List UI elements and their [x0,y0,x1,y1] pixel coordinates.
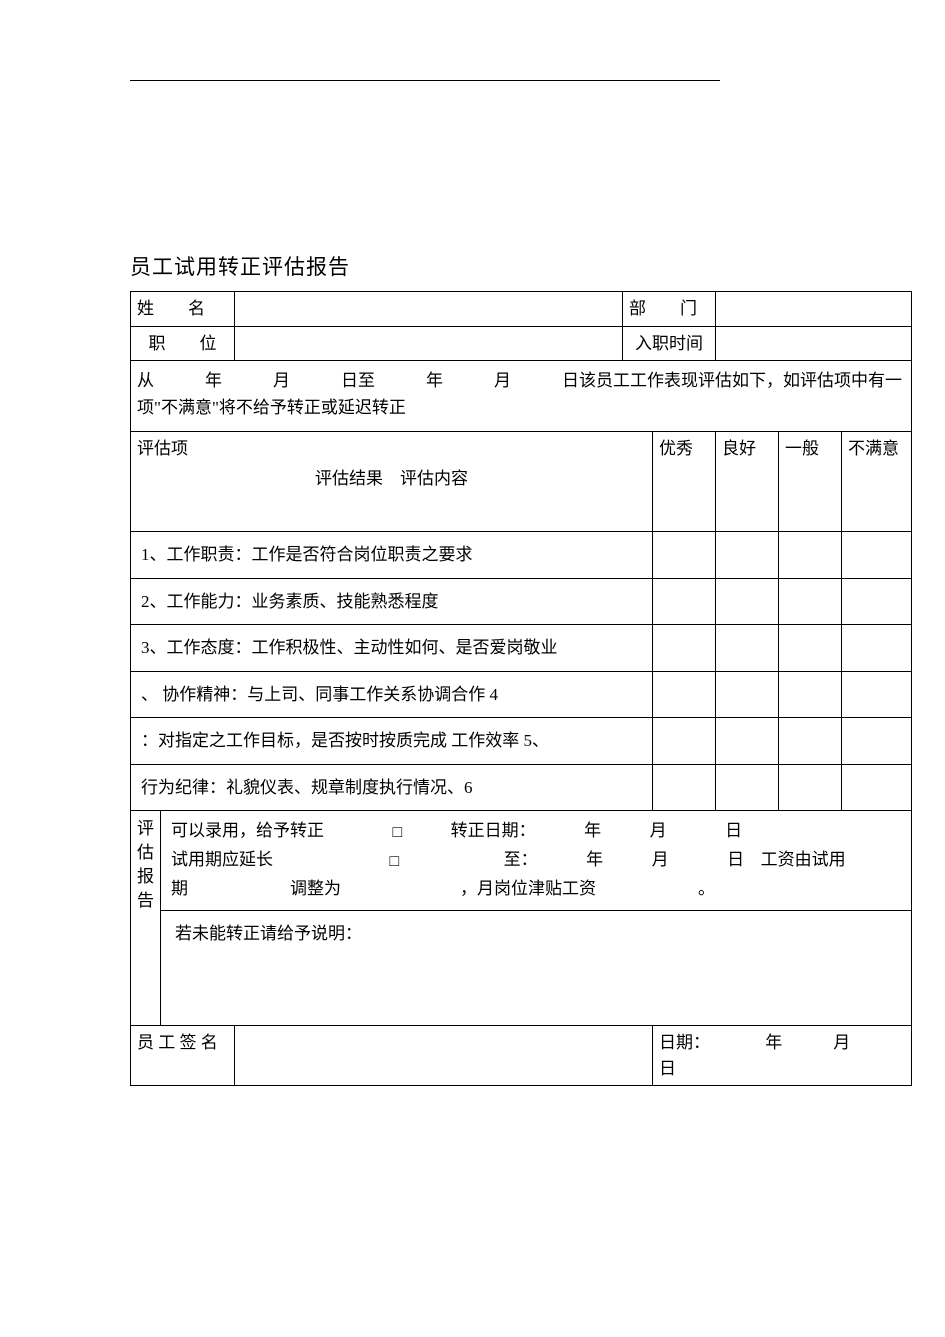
explain-cell[interactable]: 若未能转正请给予说明： [161,911,912,1026]
report-label: 评估报告 评估报告 [131,811,161,1026]
eval-item-3: 3、工作态度：工作积极性、主动性如何、是否爱岗敬业 [131,625,653,672]
rating-excellent: 优秀 [653,432,716,532]
position-label: 职 位 [131,326,235,361]
eval-item-3-good[interactable] [716,625,779,672]
signature-label: 员 工 签 名 [131,1026,235,1086]
eval-item-5-excellent[interactable] [653,718,716,765]
evaluation-form-table: 姓 名 部 门 职 位 入职时间 从 年 月 日至 年 月 日该员工工作表现评估… [130,291,912,1086]
extend-suffix: 工资由试用 [761,850,846,869]
eval-item-6-poor[interactable] [842,764,912,811]
eval-item-label: 评估项 [137,439,188,458]
explain-label: 若未能转正请给予说明： [175,924,362,943]
extend-prefix: 试用期应延长 [171,850,273,869]
extend-month-label: 月 [652,850,669,869]
eval-result-content-label: 评估结果 评估内容 [137,466,646,492]
eval-item-1-poor[interactable] [842,532,912,579]
eval-item-6: 行为纪律：礼貌仪表、规章制度执行情况、6 [131,764,653,811]
dept-label: 部 门 [623,292,716,327]
rating-good: 良好 [716,432,779,532]
rating-poor: 不满意 [842,432,912,532]
form-title: 员工试用转正评估报告 [130,251,925,281]
eval-item-3-poor[interactable] [842,625,912,672]
extend-year-label: 年 [586,850,603,869]
accept-prefix: 可以录用，给予转正 [171,821,324,840]
hire-date-value[interactable] [716,326,912,361]
eval-item-3-average[interactable] [779,625,842,672]
eval-item-6-good[interactable] [716,764,779,811]
eval-item-4-excellent[interactable] [653,671,716,718]
position-value[interactable] [235,326,623,361]
eval-item-2-average[interactable] [779,578,842,625]
eval-item-5-average[interactable] [779,718,842,765]
eval-item-6-excellent[interactable] [653,764,716,811]
signature-date: 日期： 年 月 日 [653,1026,912,1086]
eval-item-4-poor[interactable] [842,671,912,718]
extend-day-label: 日 [727,850,744,869]
eval-item-1-average[interactable] [779,532,842,579]
eval-item-3-excellent[interactable] [653,625,716,672]
eval-item-2: 2、工作能力：业务素质、技能熟悉程度 [131,578,653,625]
signature-date-label: 日期： [659,1033,710,1052]
accept-date-label: 转正日期： [451,821,536,840]
accept-month-label: 月 [650,821,667,840]
header-rule [130,80,720,81]
eval-item-1: 1、工作职责：工作是否符合岗位职责之要求 [131,532,653,579]
eval-item-2-excellent[interactable] [653,578,716,625]
report-body: 可以录用，给予转正 □ 转正日期： 年 月 日 试用期应延长 □ 至： 年 [161,811,912,911]
period-note: 从 年 月 日至 年 月 日该员工工作表现评估如下，如评估项中有一项"不满意"将… [131,361,912,432]
name-value[interactable] [235,292,623,327]
eval-item-5-poor[interactable] [842,718,912,765]
dept-value[interactable] [716,292,912,327]
salary-adjust-line: 期 调整为 ，月岗位津贴工资 。 [171,879,715,898]
eval-item-2-poor[interactable] [842,578,912,625]
eval-item-6-average[interactable] [779,764,842,811]
eval-item-4-good[interactable] [716,671,779,718]
eval-item-5-good[interactable] [716,718,779,765]
signature-value[interactable] [235,1026,653,1086]
eval-item-1-excellent[interactable] [653,532,716,579]
eval-item-2-good[interactable] [716,578,779,625]
eval-item-5: ：对指定之工作目标，是否按时按质完成 工作效率 5、 [131,718,653,765]
hire-date-label: 入职时间 [623,326,716,361]
accept-year-label: 年 [584,821,601,840]
name-label: 姓 名 [131,292,235,327]
eval-item-4-average[interactable] [779,671,842,718]
eval-item-1-good[interactable] [716,532,779,579]
eval-header-cell: 评估项 评估结果 评估内容 [131,432,653,532]
accept-day-label: 日 [725,821,742,840]
extend-to-label: 至： [504,850,538,869]
extend-checkbox[interactable]: □ [390,848,400,875]
accept-checkbox[interactable]: □ [393,819,403,846]
eval-item-4: 、 协作精神：与上司、同事工作关系协调合作 4 [131,671,653,718]
rating-average: 一般 [779,432,842,532]
